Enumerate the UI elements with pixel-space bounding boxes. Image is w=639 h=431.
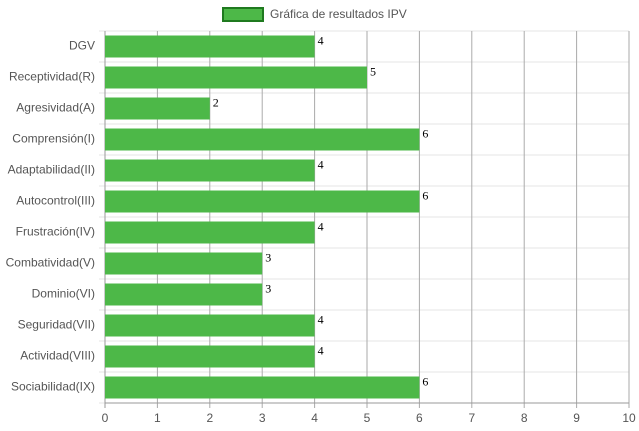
value-label: 2 — [213, 95, 219, 109]
y-tick-label: Actividad(VIII) — [20, 349, 95, 363]
y-tick-label: Seguridad(VII) — [18, 318, 95, 332]
y-tick-label: Frustración(IV) — [16, 225, 95, 239]
x-tick-label: 1 — [154, 411, 161, 425]
legend-swatch — [222, 7, 264, 22]
x-tick-label: 2 — [206, 411, 213, 425]
value-label: 6 — [422, 126, 428, 140]
y-tick-label: Adaptabilidad(II) — [8, 163, 95, 177]
bar — [105, 345, 315, 368]
y-tick-label: Dominio(VI) — [32, 287, 95, 301]
bar — [105, 66, 367, 89]
x-tick-label: 6 — [416, 411, 423, 425]
y-tick-label: Autocontrol(III) — [16, 194, 95, 208]
value-label: 4 — [318, 33, 324, 47]
y-tick-label: Sociabilidad(IX) — [11, 380, 95, 394]
value-label: 3 — [265, 250, 271, 264]
y-tick-label: Receptividad(R) — [9, 70, 95, 84]
bar — [105, 314, 315, 337]
value-label: 3 — [265, 281, 271, 295]
y-tick-label: Combatividad(V) — [6, 256, 95, 270]
bar — [105, 128, 420, 151]
x-tick-label: 7 — [468, 411, 475, 425]
x-tick-label: 5 — [364, 411, 371, 425]
x-tick-label: 3 — [259, 411, 266, 425]
value-label: 5 — [370, 64, 376, 78]
x-tick-label: 9 — [573, 411, 580, 425]
y-tick-label: Comprensión(I) — [12, 132, 95, 146]
x-tick-label: 8 — [521, 411, 528, 425]
value-label: 4 — [318, 157, 324, 171]
value-label: 4 — [318, 343, 324, 357]
bar — [105, 97, 210, 120]
legend-label: Gráfica de resultados IPV — [270, 7, 407, 21]
value-label: 6 — [422, 188, 428, 202]
y-tick-label: DGV — [69, 39, 95, 53]
bar — [105, 376, 420, 399]
bar — [105, 190, 420, 213]
bar — [105, 252, 263, 275]
bar — [105, 283, 263, 306]
value-label: 6 — [422, 374, 428, 388]
bar — [105, 159, 315, 182]
bar — [105, 221, 315, 244]
x-tick-label: 0 — [102, 411, 109, 425]
bar — [105, 35, 315, 58]
y-tick-label: Agresividad(A) — [16, 101, 95, 115]
value-label: 4 — [318, 312, 324, 326]
value-label: 4 — [318, 219, 324, 233]
x-tick-label: 10 — [622, 411, 636, 425]
x-tick-label: 4 — [311, 411, 318, 425]
